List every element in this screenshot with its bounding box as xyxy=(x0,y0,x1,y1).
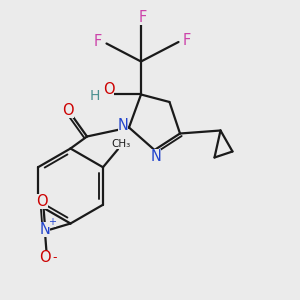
Text: -: - xyxy=(53,251,57,265)
Text: F: F xyxy=(138,10,147,25)
Text: H: H xyxy=(89,89,100,103)
Text: N: N xyxy=(118,118,128,134)
Text: O: O xyxy=(39,250,51,266)
Text: O: O xyxy=(36,194,48,208)
Text: +: + xyxy=(49,217,56,227)
Text: O: O xyxy=(63,103,74,118)
Text: N: N xyxy=(40,222,50,237)
Text: N: N xyxy=(151,149,161,164)
Text: CH₃: CH₃ xyxy=(111,139,130,149)
Text: F: F xyxy=(183,33,191,48)
Text: F: F xyxy=(93,34,102,50)
Text: O: O xyxy=(103,82,114,97)
